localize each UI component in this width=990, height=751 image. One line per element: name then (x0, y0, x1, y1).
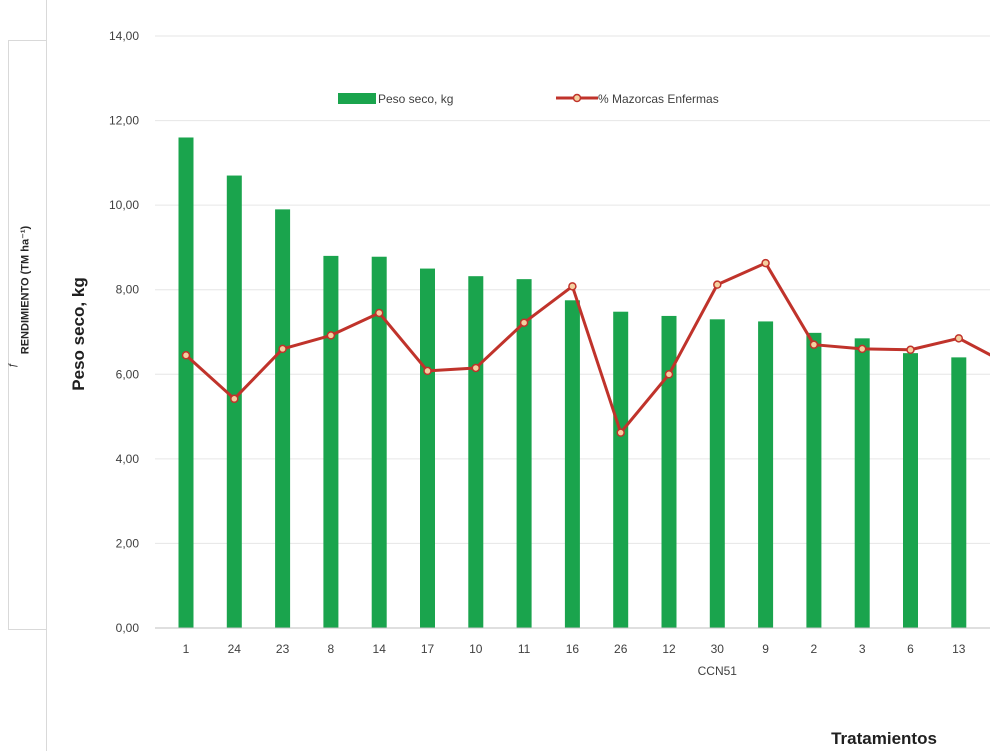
panel-divider (46, 0, 47, 751)
line-point (616, 428, 625, 437)
y-axis-title: Peso seco, kg (69, 277, 88, 390)
bar (661, 315, 677, 628)
line-point (857, 344, 867, 354)
y-tick-label: 0,00 (116, 621, 140, 635)
x-tick-label: 26 (614, 642, 628, 656)
line-point (809, 340, 819, 349)
y-ticks: 0,00 2,00 4,00 6,00 8,00 10,00 12,00 14,00 (109, 29, 139, 635)
line-point (278, 344, 287, 354)
x-tick-label: 8 (328, 642, 335, 656)
line-point (471, 363, 481, 373)
x-tick-label: 23 (276, 642, 290, 656)
y-tick-label: 4,00 (116, 452, 140, 466)
legend-label-bar: Peso seco, kg (378, 92, 453, 106)
x-tick-label: 6 (907, 642, 914, 656)
x-tick-label: 13 (952, 642, 966, 656)
bar (323, 255, 339, 628)
x-tick-label: 17 (421, 642, 435, 656)
line-point (664, 370, 674, 379)
bars (178, 137, 967, 629)
line-point (423, 366, 432, 376)
legend-marker (572, 93, 582, 103)
bar (806, 332, 822, 628)
line-point (568, 282, 577, 291)
x-tick-label: 24 (228, 642, 242, 656)
x-tick-label: 9 (762, 642, 769, 656)
bar (371, 256, 387, 628)
bar (516, 279, 532, 628)
bar (709, 319, 725, 628)
bar (854, 338, 870, 628)
y-tick-label: 10,00 (109, 198, 139, 212)
line-point (181, 351, 191, 360)
line-point (954, 334, 964, 343)
figure-frame (8, 40, 46, 630)
line-point (230, 394, 239, 404)
x-tick-label: 14 (373, 642, 387, 656)
legend-swatch-bar (338, 93, 376, 104)
bar (903, 353, 918, 628)
line-point (906, 345, 915, 355)
x-tick-label: 1 (183, 642, 190, 656)
bar (468, 276, 484, 628)
bar (564, 300, 580, 628)
x-tick-label: 30 (711, 642, 725, 656)
legend-label-line: % Mazorcas Enfermas (598, 92, 719, 106)
line-point (519, 318, 529, 327)
x-tick-label: 11 (518, 642, 531, 656)
y-tick-label: 8,00 (116, 283, 140, 297)
legend: Peso seco, kg % Mazorcas Enfermas (338, 92, 719, 106)
bar (275, 209, 291, 628)
y-tick-label: 12,00 (109, 114, 139, 128)
line-series (181, 258, 990, 437)
line-point (374, 308, 384, 318)
line-point (326, 331, 336, 340)
x-tick-label: 16 (566, 642, 580, 656)
y-tick-label: 14,00 (109, 29, 139, 43)
line-point (761, 258, 770, 268)
line-point (713, 280, 722, 289)
gridlines (155, 35, 990, 544)
series-line (184, 261, 990, 435)
bar (613, 311, 629, 628)
x-tick-label: 12 (662, 642, 676, 656)
bar (951, 357, 967, 628)
bar (178, 137, 194, 628)
x-tick-sublabel: CCN51 (698, 664, 738, 678)
bar (758, 321, 774, 628)
x-axis-title: Tratamientos (831, 729, 937, 748)
x-tick-label: 10 (469, 642, 483, 656)
y-tick-label: 2,00 (116, 536, 140, 550)
x-tick-label: 2 (811, 642, 818, 656)
bar (420, 268, 435, 628)
y-tick-label: 6,00 (116, 367, 140, 381)
x-tick-label: 3 (859, 642, 866, 656)
